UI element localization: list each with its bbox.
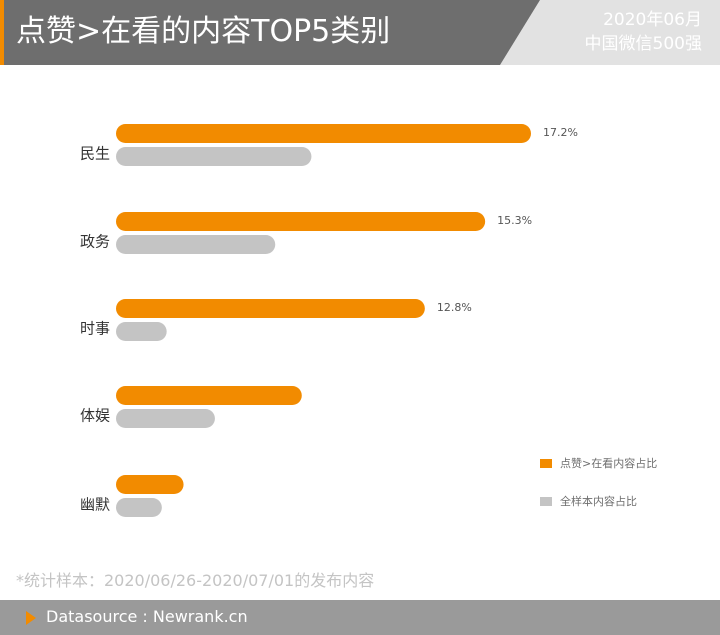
category-label: 幽默 <box>80 496 110 514</box>
header-banner: 点赞>在看的内容TOP5类别 2020年06月 中国微信500强 <box>0 0 720 65</box>
category-label: 民生 <box>80 145 110 163</box>
data-label: 15.3% <box>497 214 532 227</box>
category-label: 时事 <box>80 320 110 338</box>
sample-note: *统计样本：2020/06/26-2020/07/01的发布内容 <box>16 571 375 590</box>
legend-swatch-all <box>540 497 552 506</box>
play-triangle-icon <box>26 611 36 625</box>
header-meta: 2020年06月 中国微信500强 <box>585 8 702 56</box>
bar-engaged <box>116 299 425 318</box>
bar-engaged <box>116 386 302 405</box>
legend-label-all: 全样本内容占比 <box>560 495 637 508</box>
bar-all <box>116 409 215 428</box>
bar-all <box>116 235 276 254</box>
chart-area: 民生 17.2% 政务 15.3% 时事 12.8% 体娱幽默 点赞>在看内容占比 全样本内… <box>0 65 720 565</box>
header-slant-panel <box>500 0 720 65</box>
legend-swatch-engaged <box>540 459 552 468</box>
header-accent-bar <box>0 0 4 65</box>
legend-label-engaged: 点赞>在看内容占比 <box>560 457 658 470</box>
data-source: Datasource : Newrank.cn <box>46 607 248 626</box>
bar-all <box>116 147 312 166</box>
category-label: 政务 <box>80 233 110 251</box>
category-label: 体娱 <box>80 407 110 425</box>
bar-engaged <box>116 475 184 494</box>
header-scope: 中国微信500强 <box>584 34 702 54</box>
bar-engaged <box>116 124 531 143</box>
header-date: 2020年06月 <box>603 10 702 30</box>
bar-all <box>116 498 162 517</box>
footer-bar: Datasource : Newrank.cn <box>0 600 720 635</box>
data-label: 17.2% <box>543 126 578 139</box>
chart-title: 点赞>在看的内容TOP5类别 <box>16 14 391 49</box>
bar-engaged <box>116 212 486 231</box>
bar-all <box>116 322 167 341</box>
data-label: 12.8% <box>437 301 472 314</box>
